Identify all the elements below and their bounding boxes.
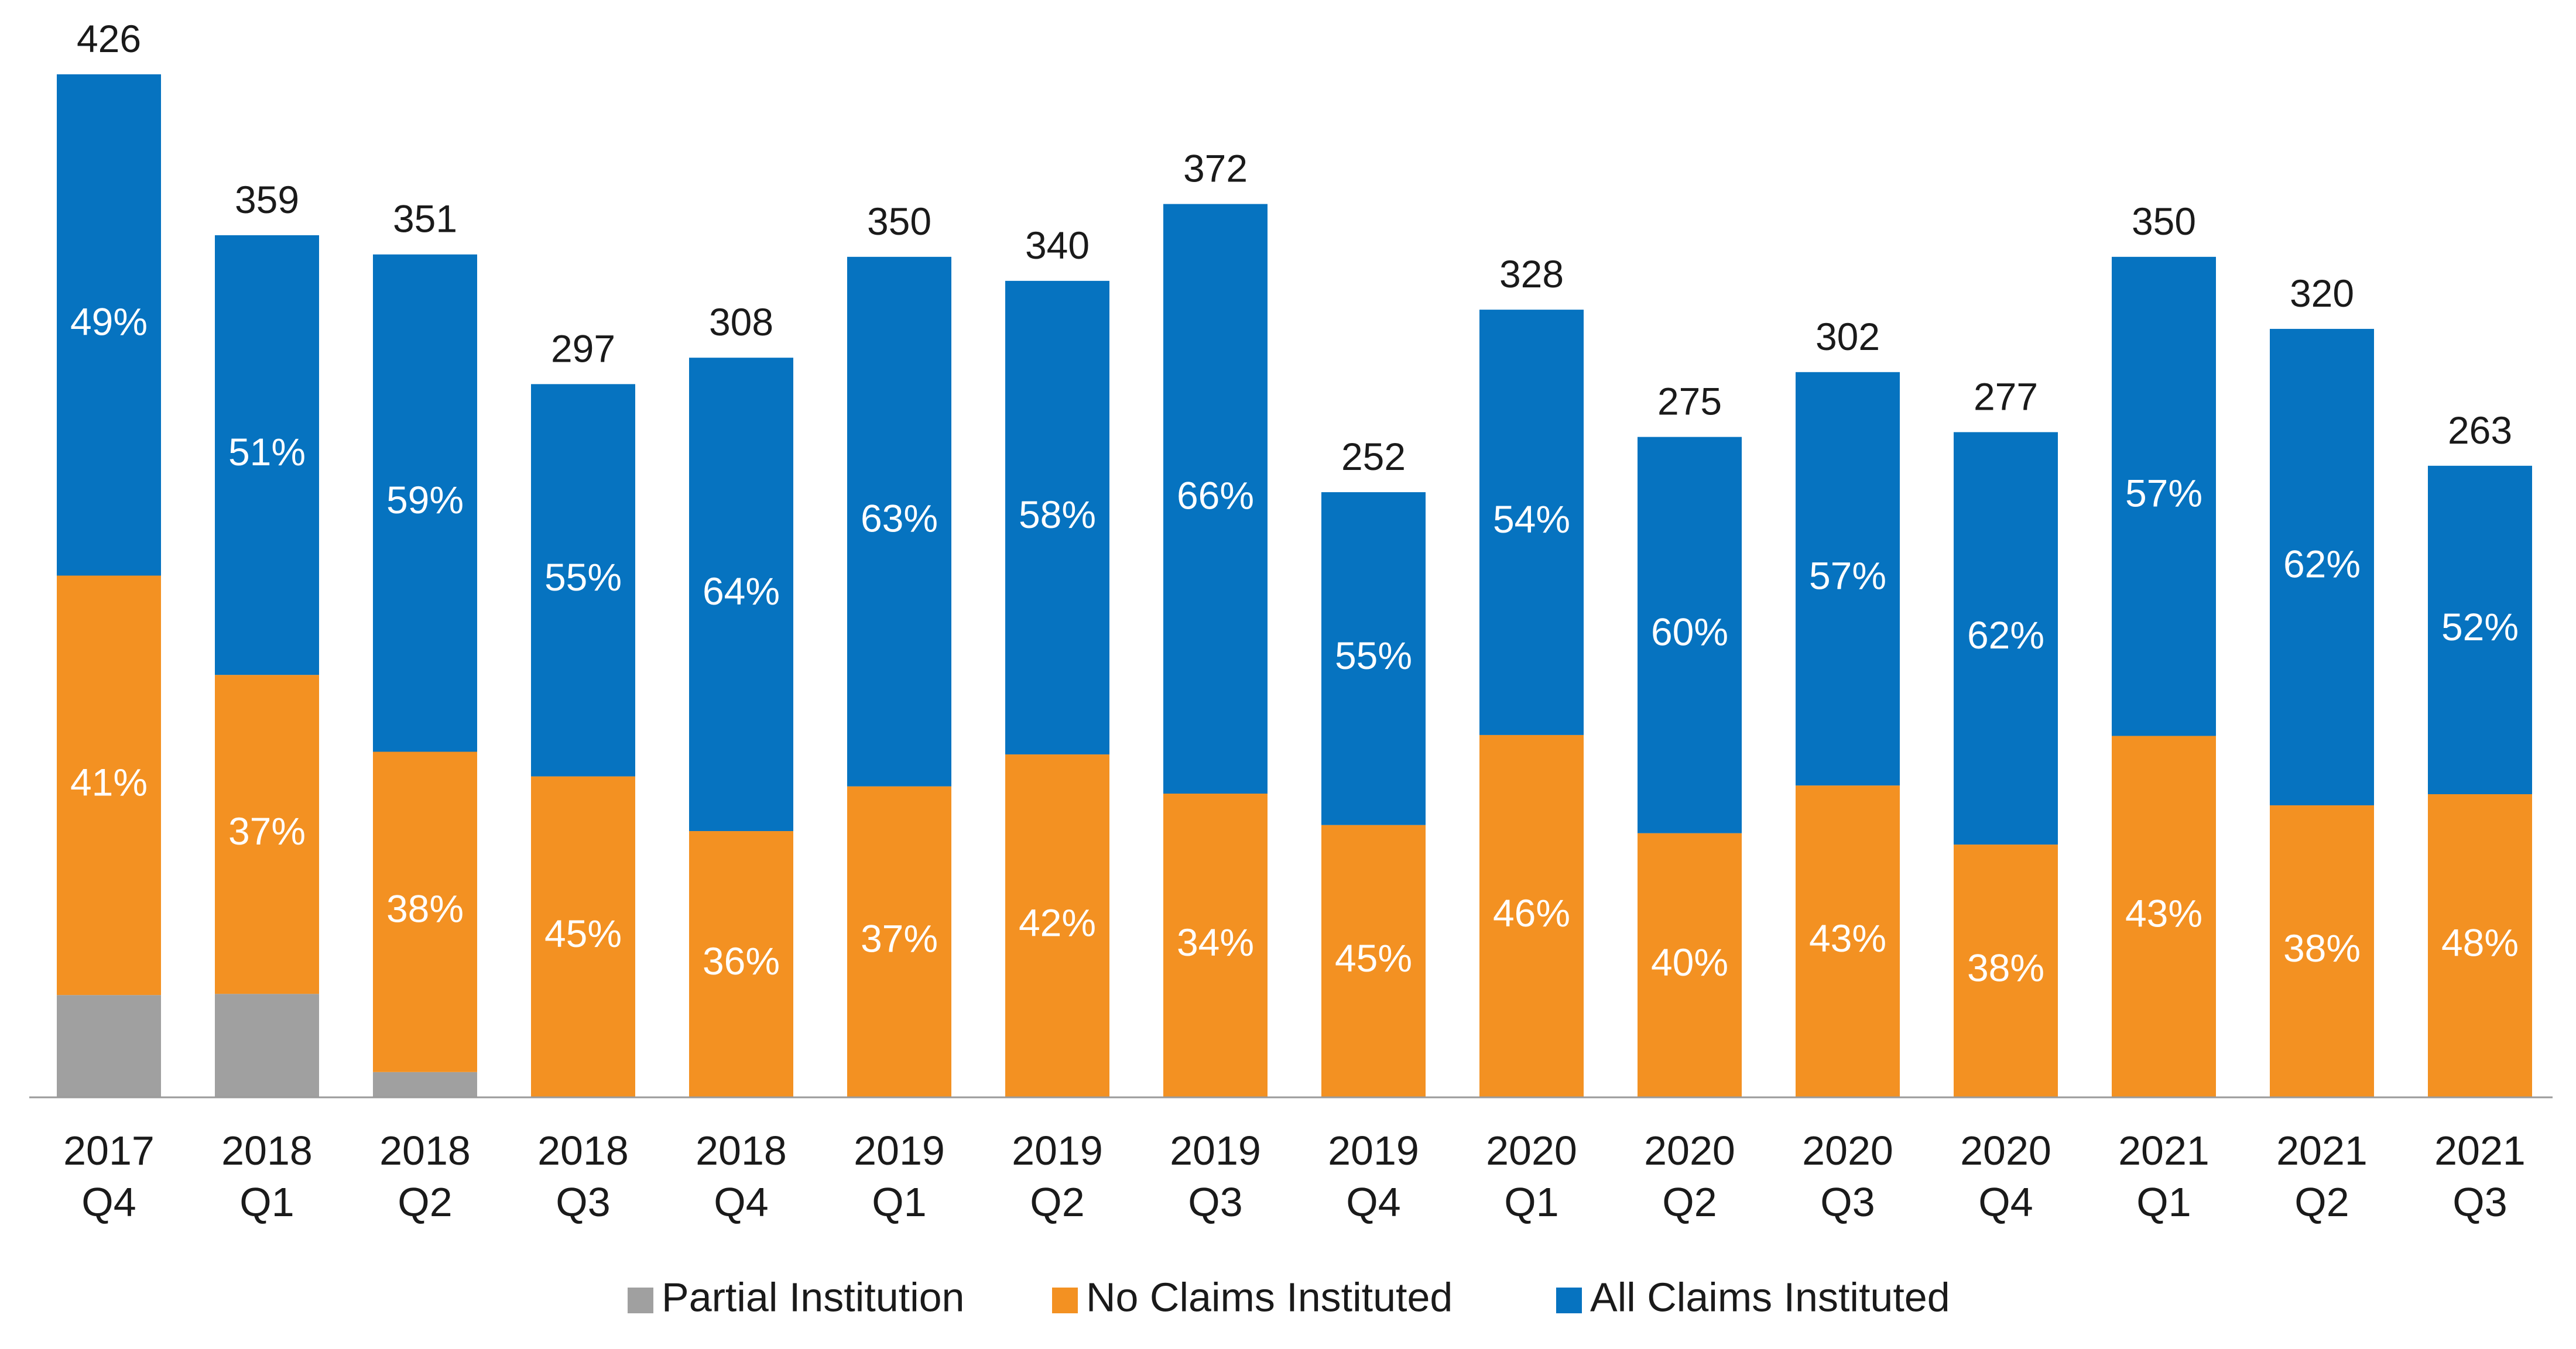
bar-segment-partial-institution: [57, 995, 161, 1097]
segment-percent-label: 38%: [386, 887, 464, 931]
x-tick-label-year: 2020: [1960, 1128, 2051, 1173]
x-tick-label-quarter: Q4: [1978, 1179, 2033, 1225]
x-tick-label-quarter: Q2: [1030, 1179, 1084, 1225]
x-tick-label-year: 2018: [379, 1128, 471, 1173]
segment-percent-label: 37%: [861, 917, 938, 960]
bar-total-label: 328: [1499, 252, 1564, 296]
x-tick-label-year: 2021: [2118, 1128, 2210, 1173]
segment-percent-label: 43%: [1809, 917, 1886, 960]
x-tick-label-year: 2020: [1802, 1128, 1893, 1173]
segment-percent-label: 45%: [544, 912, 622, 955]
segment-percent-label: 40%: [1651, 940, 1728, 984]
x-tick-label-year: 2020: [1486, 1128, 1577, 1173]
bar-total-label: 320: [2290, 272, 2354, 315]
bar-total-label: 275: [1657, 380, 1722, 423]
segment-percent-label: 60%: [1651, 610, 1728, 654]
bar-total-label: 351: [393, 197, 457, 241]
x-tick-label-year: 2018: [221, 1128, 313, 1173]
bar-total-label: 297: [551, 327, 615, 370]
segment-percent-label: 66%: [1177, 474, 1254, 517]
segment-percent-label: 57%: [1809, 554, 1886, 597]
legend-swatch: [628, 1288, 653, 1313]
segment-percent-label: 42%: [1019, 901, 1096, 944]
x-tick-label-year: 2019: [1170, 1128, 1261, 1173]
bar-total-label: 308: [709, 300, 773, 344]
segment-percent-label: 43%: [2125, 892, 2202, 935]
segment-percent-label: 38%: [2283, 926, 2361, 970]
bar-segment-partial-institution: [215, 994, 319, 1097]
segment-percent-label: 62%: [2283, 542, 2361, 585]
x-tick-label-quarter: Q3: [2452, 1179, 2507, 1225]
segment-percent-label: 58%: [1019, 493, 1096, 536]
x-tick-label-quarter: Q1: [239, 1179, 294, 1225]
x-tick-label-quarter: Q4: [81, 1179, 136, 1225]
segment-percent-label: 64%: [703, 569, 780, 613]
bar-total-label: 350: [2132, 200, 2196, 243]
stacked-bar-chart: 41% 49% 426 2017 Q4 37% 51% 359 2018 Q1 38% 59% 351 2…: [0, 0, 2576, 1349]
segment-percent-label: 54%: [1493, 497, 1570, 541]
segment-percent-label: 45%: [1335, 936, 1412, 980]
x-tick-label-quarter: Q2: [2294, 1179, 2349, 1225]
segment-percent-label: 41%: [70, 760, 148, 804]
x-tick-label-year: 2017: [63, 1128, 155, 1173]
bar-total-label: 277: [1974, 375, 2038, 418]
x-tick-label-quarter: Q3: [1820, 1179, 1875, 1225]
x-tick-label-year: 2019: [1328, 1128, 1419, 1173]
segment-percent-label: 48%: [2441, 921, 2519, 964]
segment-percent-label: 49%: [70, 300, 148, 344]
bar-total-label: 252: [1341, 435, 1406, 478]
segment-percent-label: 36%: [703, 939, 780, 983]
x-tick-label-quarter: Q2: [1662, 1179, 1717, 1225]
bar-segment-partial-institution: [373, 1072, 477, 1097]
x-tick-label-quarter: Q3: [1188, 1179, 1242, 1225]
segment-percent-label: 55%: [1335, 634, 1412, 677]
x-tick-label-quarter: Q4: [714, 1179, 768, 1225]
x-tick-label-year: 2019: [1012, 1128, 1103, 1173]
segment-percent-label: 46%: [1493, 891, 1570, 935]
bar-total-label: 340: [1025, 224, 1090, 267]
x-tick-label-year: 2018: [696, 1128, 787, 1173]
segment-percent-label: 38%: [1967, 946, 2044, 989]
legend-swatch: [1556, 1288, 1582, 1313]
segment-percent-label: 34%: [1177, 921, 1254, 964]
x-tick-label-year: 2021: [2276, 1128, 2368, 1173]
x-tick-label-year: 2020: [1644, 1128, 1735, 1173]
x-tick-label-quarter: Q4: [1346, 1179, 1400, 1225]
legend-entry-label: All Claims Instituted: [1590, 1274, 1950, 1320]
x-tick-label-quarter: Q1: [1504, 1179, 1558, 1225]
x-tick-label-quarter: Q2: [398, 1179, 452, 1225]
legend-entry-label: Partial Institution: [662, 1274, 964, 1320]
segment-percent-label: 57%: [2125, 472, 2202, 515]
legend-swatch: [1052, 1288, 1078, 1313]
x-tick-label-year: 2021: [2434, 1128, 2526, 1173]
x-tick-label-quarter: Q1: [872, 1179, 926, 1225]
segment-percent-label: 51%: [228, 430, 306, 473]
segment-percent-label: 55%: [544, 555, 622, 599]
legend-entry-label: No Claims Instituted: [1086, 1274, 1453, 1320]
chart-canvas: 41% 49% 426 2017 Q4 37% 51% 359 2018 Q1 38% 59% 351 2…: [0, 0, 2576, 1349]
segment-percent-label: 37%: [228, 809, 306, 853]
bar-total-label: 263: [2448, 409, 2512, 452]
x-tick-label-year: 2019: [854, 1128, 945, 1173]
bar-total-label: 359: [235, 178, 299, 221]
bar-total-label: 426: [77, 17, 141, 60]
x-tick-label-year: 2018: [537, 1128, 629, 1173]
segment-percent-label: 62%: [1967, 613, 2044, 657]
segment-percent-label: 59%: [386, 478, 464, 521]
segment-percent-label: 63%: [861, 497, 938, 540]
bar-total-label: 372: [1183, 147, 1248, 190]
bar-total-label: 302: [1815, 315, 1880, 358]
segment-percent-label: 52%: [2441, 605, 2519, 648]
x-tick-label-quarter: Q1: [2136, 1179, 2191, 1225]
x-tick-label-quarter: Q3: [556, 1179, 610, 1225]
bar-total-label: 350: [867, 200, 931, 243]
